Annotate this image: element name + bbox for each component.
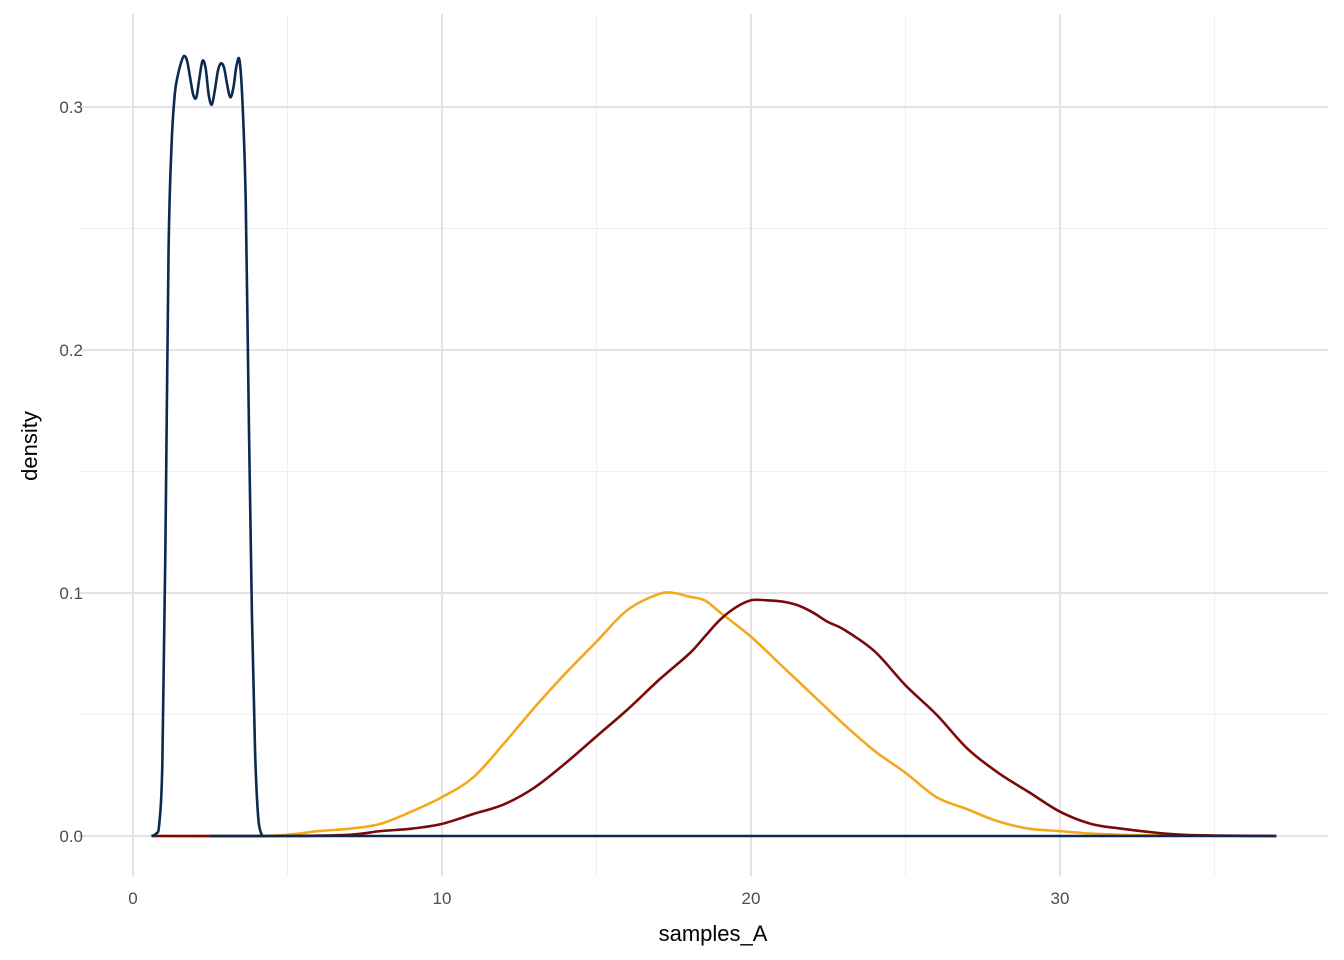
tick-labels: 0 10 20 30 0.0 0.1 0.2 0.3 bbox=[59, 98, 1069, 908]
x-tick-label: 0 bbox=[128, 889, 137, 908]
density-line-series-3 bbox=[150, 54, 1277, 838]
density-line-series-1 bbox=[151, 591, 1277, 838]
grid bbox=[78, 14, 1328, 876]
y-tick-label: 0.0 bbox=[59, 827, 83, 846]
series-layer bbox=[150, 54, 1277, 838]
y-tick-label: 0.1 bbox=[59, 584, 83, 603]
y-axis-title: density bbox=[17, 411, 42, 481]
x-tick-label: 10 bbox=[433, 889, 452, 908]
x-axis-title: samples_A bbox=[659, 921, 768, 946]
density-line-series-2 bbox=[151, 598, 1277, 838]
x-tick-label: 20 bbox=[742, 889, 761, 908]
x-tick-label: 30 bbox=[1051, 889, 1070, 908]
y-tick-label: 0.3 bbox=[59, 98, 83, 117]
y-tick-label: 0.2 bbox=[59, 341, 83, 360]
